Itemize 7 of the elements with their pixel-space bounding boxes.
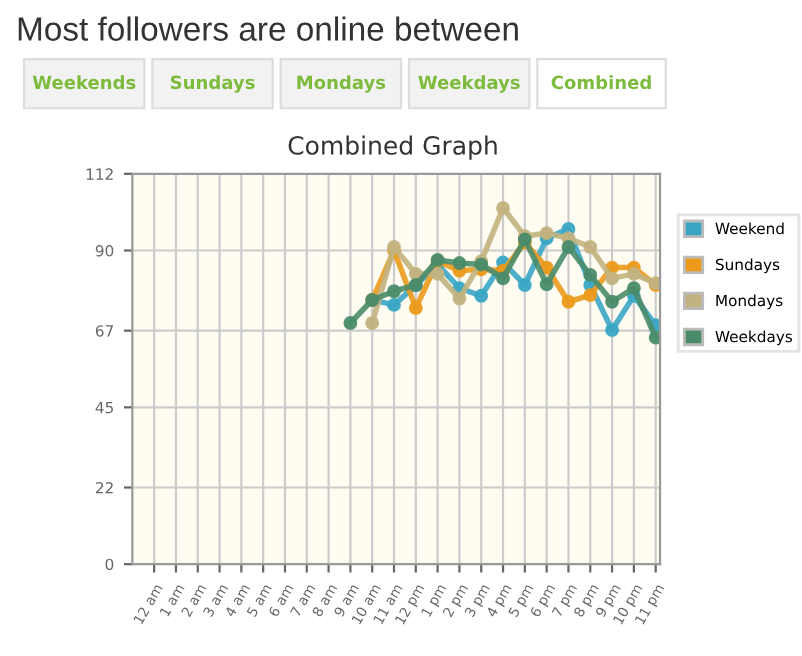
text: Weekdays xyxy=(418,75,520,93)
text: Mondays xyxy=(297,75,386,93)
text: Weekends xyxy=(32,75,136,90)
chart-title: Most followers are online between xyxy=(18,16,518,41)
chart-subtitle: Combined Graph xyxy=(288,135,497,160)
text: Combined xyxy=(551,75,651,90)
text: Sundays xyxy=(170,75,255,93)
